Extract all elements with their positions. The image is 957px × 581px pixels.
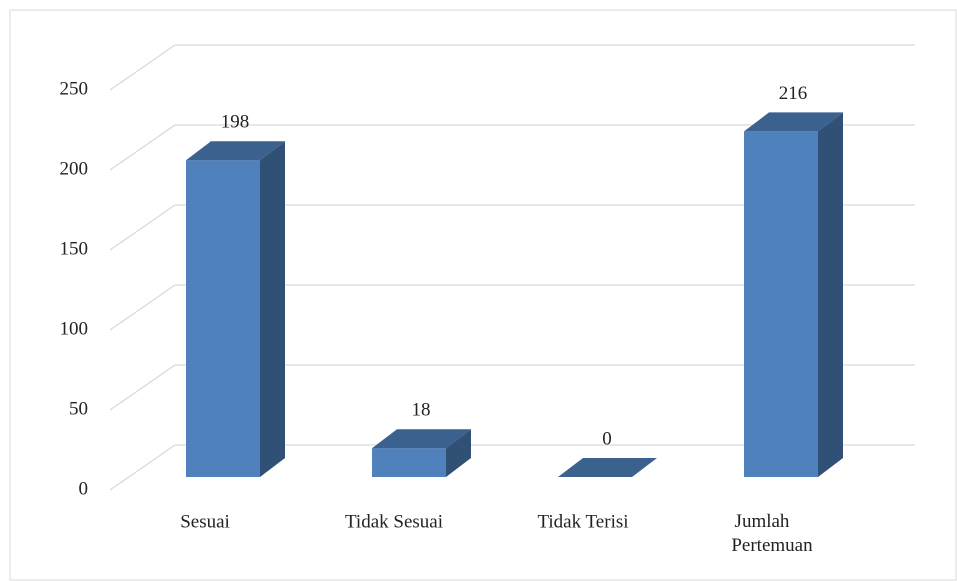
y-tick-label: 50 <box>69 398 88 419</box>
y-tick-label: 250 <box>60 78 89 99</box>
value-label: 198 <box>221 112 250 133</box>
bar-top <box>744 112 843 132</box>
grid-line <box>109 444 915 491</box>
bar-side <box>818 112 843 478</box>
x-tick-label: Sesuai <box>180 511 230 532</box>
x-tick-label-line: Pertemuan <box>731 535 813 556</box>
y-tick-label: 0 <box>79 478 89 499</box>
grid-line <box>109 124 915 171</box>
bar-front <box>744 131 818 477</box>
bar-side <box>260 141 285 477</box>
grid-line <box>109 204 915 251</box>
y-tick-label: 100 <box>60 318 89 339</box>
bar <box>186 141 285 477</box>
bar-top <box>186 141 285 161</box>
y-tick-label: 200 <box>60 158 89 179</box>
grid-line <box>109 44 915 91</box>
y-tick-label: 150 <box>60 238 89 259</box>
bar-front <box>372 448 446 477</box>
bar-side <box>446 429 471 477</box>
x-tick-label-line: Jumlah <box>735 511 790 532</box>
bar <box>372 429 471 477</box>
x-tick-label: Tidak Sesuai <box>345 511 443 532</box>
value-label: 0 <box>602 428 612 449</box>
bar-top <box>372 429 471 449</box>
value-label: 18 <box>412 400 431 421</box>
value-label: 216 <box>779 83 808 104</box>
bar <box>744 112 843 478</box>
grid-line <box>109 364 915 411</box>
bar-front <box>186 160 260 477</box>
bar <box>558 458 657 477</box>
bar-top <box>558 458 657 477</box>
grid-line <box>109 284 915 331</box>
x-tick-label: Tidak Terisi <box>537 511 628 532</box>
x-tick-label: Jumlah Pertemuan <box>731 511 813 556</box>
